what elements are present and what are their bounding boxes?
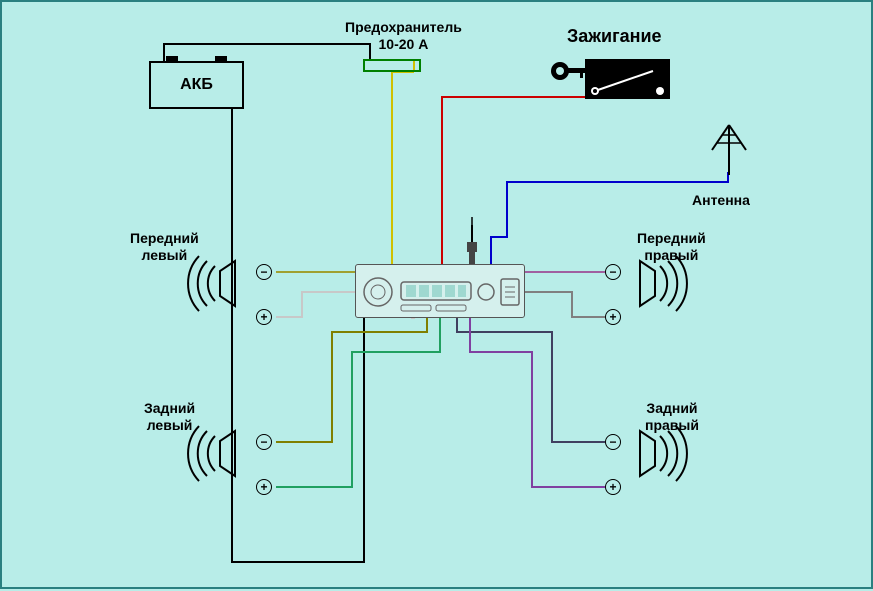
ignition-switch <box>585 59 670 99</box>
speaker-rl-label: Задний левый <box>144 400 195 434</box>
speaker-rr-label: Задний правый <box>645 400 699 434</box>
battery-label: АКБ <box>180 76 213 94</box>
polarity-rl-plus: + <box>256 479 272 495</box>
fuse-label: Предохранитель 10-20 А <box>345 19 462 53</box>
ignition-label: Зажигание <box>567 26 662 48</box>
polarity-fr-minus: − <box>605 264 621 280</box>
polarity-fr-plus: + <box>605 309 621 325</box>
polarity-fl-minus: − <box>256 264 272 280</box>
antenna-icon <box>707 120 757 185</box>
battery-box: АКБ <box>149 61 244 109</box>
key-icon <box>550 56 595 91</box>
speaker-rear-left <box>185 421 255 491</box>
speaker-fl-label: Передний левый <box>130 230 199 264</box>
fuse-box <box>363 59 421 72</box>
antenna-label: Антенна <box>692 192 750 209</box>
speaker-fr-label: Передний правый <box>637 230 706 264</box>
antenna-plug <box>465 217 479 272</box>
head-unit <box>355 264 525 318</box>
polarity-rr-plus: + <box>605 479 621 495</box>
polarity-rr-minus: − <box>605 434 621 450</box>
polarity-rl-minus: − <box>256 434 272 450</box>
polarity-fl-plus: + <box>256 309 272 325</box>
